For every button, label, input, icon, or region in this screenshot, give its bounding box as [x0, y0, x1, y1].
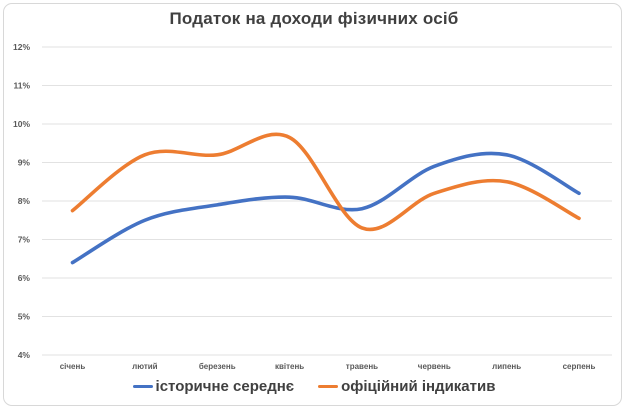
- y-axis-tick-label: 4%: [18, 350, 31, 360]
- y-axis-tick-label: 11%: [13, 81, 30, 91]
- chart-title: Податок на доходи фізичних осіб: [169, 9, 459, 28]
- y-axis-tick-label: 12%: [13, 42, 30, 52]
- y-axis-tick-label: 5%: [18, 312, 31, 322]
- legend-item-official-indicative: офіційний індикатив: [318, 378, 495, 395]
- y-axis-tick-label: 7%: [18, 235, 31, 245]
- legend-label-official-indicative: офіційний індикатив: [341, 378, 496, 395]
- x-axis-tick-label: травень: [346, 362, 378, 371]
- legend-label-historical-average: історичне середнє: [155, 378, 295, 395]
- legend-item-historical-average: історичне середнє: [132, 378, 295, 395]
- x-axis-tick-label: червень: [418, 362, 451, 371]
- x-axis-tick-label: квітень: [275, 362, 304, 371]
- y-axis-tick-label: 9%: [18, 158, 31, 168]
- x-axis-tick-label: березень: [199, 362, 236, 371]
- x-axis-tick-label: січень: [60, 362, 86, 371]
- series-line-1: [70, 132, 581, 232]
- legend-line-marker-orange: [318, 384, 339, 389]
- chart-legend: історичне середнє офіційний індикатив: [0, 378, 628, 395]
- series-line-0: [70, 151, 581, 265]
- y-axis-tick-label: 6%: [18, 273, 31, 283]
- chart-frame: [3, 3, 622, 406]
- legend-line-marker-blue: [132, 384, 153, 389]
- x-axis-tick-label: липень: [492, 362, 521, 371]
- y-axis-tick-label: 10%: [13, 119, 30, 129]
- y-axis-tick-label: 8%: [18, 196, 31, 206]
- x-axis-tick-label: серпень: [563, 362, 596, 371]
- x-axis-tick-label: лютий: [132, 362, 158, 371]
